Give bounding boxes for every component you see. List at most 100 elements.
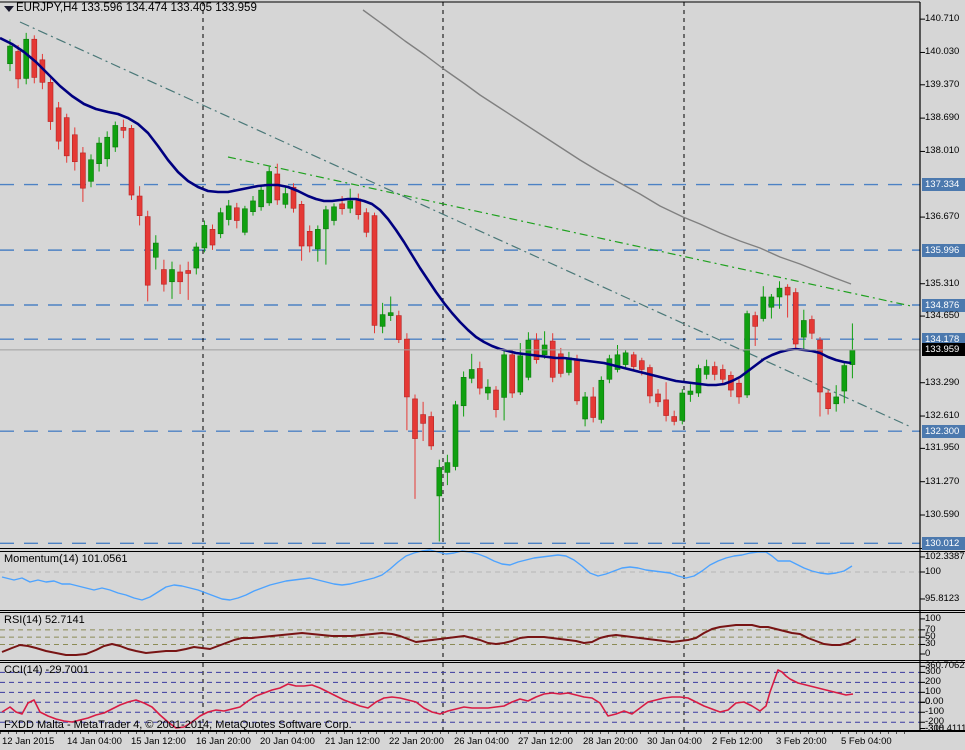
bull-candle-body: [598, 379, 605, 420]
price-axis-label: 130.590: [925, 509, 960, 520]
bear-candle-body: [404, 338, 410, 398]
momentum-line: [1, 549, 853, 601]
bull-candle-body: [444, 462, 451, 473]
cci-indicator-label: CCI(14) -29.7001: [4, 664, 89, 676]
bear-candle-body: [671, 416, 678, 422]
bear-candle-body: [136, 195, 143, 216]
cci-axis-label: -318.4111: [925, 722, 965, 734]
bull-candle-body: [193, 246, 200, 269]
bull-candle-body: [833, 396, 840, 405]
time-axis-label: 30 Jan 04:00: [647, 736, 702, 747]
rsi-axis-label: 70: [925, 623, 936, 635]
fast-ma-line: [0, 36, 852, 387]
bear-candle-body: [663, 399, 669, 416]
bear-candle-body: [55, 107, 62, 142]
bull-candle-body: [687, 390, 694, 395]
bear-candle-body: [638, 360, 645, 370]
bear-candle-body: [647, 367, 653, 397]
cci-line: [1, 669, 854, 729]
time-axis-label: 20 Jan 04:00: [260, 736, 315, 747]
sr-level-price-badge: 135.996: [922, 243, 965, 257]
rsi-line: [1, 624, 857, 656]
bear-candle-body: [752, 315, 759, 327]
bear-candle-body: [817, 339, 823, 393]
bull-candle-body: [525, 339, 532, 378]
time-axis-label: 5 Feb 04:00: [841, 736, 892, 747]
bull-candle-body: [104, 136, 110, 160]
time-axis-label: 22 Jan 20:00: [389, 736, 444, 747]
bull-candle-body: [314, 229, 321, 250]
bear-candle-body: [557, 353, 564, 374]
bear-candle-body: [420, 414, 426, 424]
rsi-indicator-label: RSI(14) 52.7141: [4, 614, 85, 626]
price-axis-label: 140.030: [925, 46, 960, 58]
bull-candle-body: [250, 200, 256, 213]
bear-candle-body: [736, 382, 742, 398]
bull-candle-body: [436, 467, 443, 497]
bull-candle-body: [606, 358, 613, 380]
cci-axis-label: 360.7062: [925, 660, 965, 672]
cci-axis-label: -300: [925, 722, 945, 734]
time-axis-label: 15 Jan 12:00: [131, 736, 186, 747]
price-axis-label: 138.010: [925, 145, 960, 157]
bull-candle-body: [7, 45, 13, 65]
bull-candle-body: [153, 242, 159, 258]
time-axis-label: 26 Jan 04:00: [454, 736, 509, 747]
price-axis-label: 132.610: [925, 410, 960, 422]
bear-candle-body: [655, 393, 661, 403]
bear-candle-body: [339, 203, 345, 210]
time-axis-label: 27 Jan 12:00: [518, 736, 573, 747]
bear-candle-body: [784, 286, 791, 296]
cci-axis-label: -100: [925, 706, 945, 718]
bull-candle-body: [517, 355, 524, 393]
bear-candle-body: [185, 270, 191, 274]
price-axis-label: 131.950: [925, 442, 960, 454]
price-axis-label: 136.670: [925, 211, 960, 223]
rsi-axis-label: 0: [925, 648, 931, 659]
bull-candle-body: [23, 38, 30, 79]
bear-candle-body: [412, 398, 418, 439]
time-axis-ticks: [0, 732, 911, 734]
bull-candle-body: [768, 296, 775, 308]
bull-candle-body: [379, 314, 386, 327]
bull-candle-body: [258, 189, 264, 208]
sr-level-price-badge: 134.876: [922, 298, 965, 312]
bear-candle-body: [574, 359, 580, 402]
rsi-axis-label: 100: [925, 612, 941, 624]
bull-candle-body: [323, 209, 329, 230]
bear-candle-body: [209, 229, 216, 246]
bull-candle-body: [679, 392, 686, 421]
bear-candle-body: [298, 204, 305, 247]
bear-candle-body: [128, 128, 135, 196]
bull-candle-body: [88, 159, 94, 182]
bull-candle-body: [468, 369, 475, 379]
bear-candle-body: [306, 231, 313, 247]
sr-level-price-badge: 132.300: [922, 424, 965, 438]
cci-axis-label: 100: [925, 686, 941, 698]
bear-candle-body: [177, 271, 183, 283]
bear-candle-body: [63, 117, 70, 157]
bear-candle-body: [363, 212, 370, 233]
sr-level-price-badge: 137.334: [922, 178, 965, 192]
price-axis-label: 135.310: [925, 277, 960, 289]
bull-candle-body: [582, 396, 588, 420]
bear-candle-body: [493, 389, 499, 410]
time-axis-label: 12 Jan 2015: [2, 736, 55, 747]
time-axis-label: 21 Jan 12:00: [325, 736, 380, 747]
momentum-axis-label: 102.3387: [925, 550, 965, 562]
bear-candle-body: [476, 368, 483, 389]
symbol-dropdown-icon[interactable]: [4, 6, 14, 12]
bull-candle-body: [112, 125, 119, 148]
price-axis-label: 133.290: [925, 376, 960, 388]
bull-candle-body: [460, 377, 467, 407]
time-axis[interactable]: [0, 731, 965, 750]
chart-title-ohlc: EURJPY,H4 133.596 134.474 133.405 133.95…: [16, 2, 257, 14]
bear-candle-body: [120, 127, 127, 131]
time-axis-label: 2 Feb 12:00: [712, 736, 763, 747]
price-axis-label: 131.270: [925, 475, 960, 487]
bear-candle-body: [290, 186, 297, 209]
bull-candle-body: [201, 225, 208, 249]
current-price-badge: 133.959: [922, 343, 965, 357]
